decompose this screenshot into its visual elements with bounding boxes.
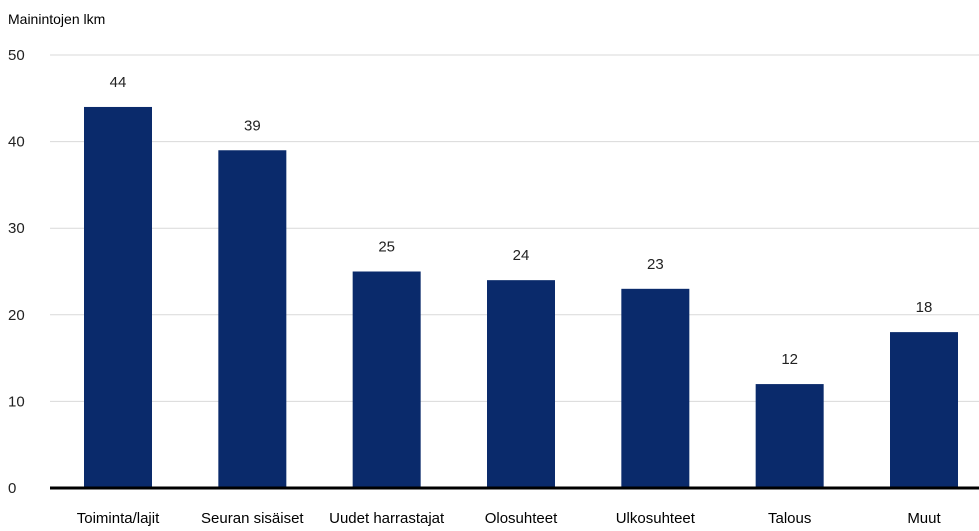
data-label: 39	[244, 117, 261, 134]
category-label: Seuran sisäiset	[201, 510, 304, 527]
y-tick-label: 30	[8, 220, 25, 237]
y-tick-label: 10	[8, 393, 25, 410]
data-label: 44	[110, 74, 127, 91]
data-labels: 44 39 25 24 23 12 18	[110, 74, 933, 368]
gridlines	[50, 54, 979, 402]
y-tick-label: 20	[8, 307, 25, 324]
category-label: Uudet harrastajat	[329, 510, 445, 527]
y-axis-label: Mainintojen lkm	[8, 11, 105, 27]
y-tick-label: 50	[8, 47, 25, 64]
bar	[621, 288, 690, 488]
bar	[352, 271, 421, 488]
data-label: 18	[916, 299, 933, 316]
category-label: Olosuhteet	[485, 510, 558, 527]
bar	[755, 384, 824, 488]
bars	[84, 106, 958, 489]
category-label: Ulkosuhteet	[616, 510, 696, 527]
y-tick-labels: 0 10 20 30 40 50	[8, 47, 25, 497]
category-label: Muut	[907, 510, 941, 527]
y-tick-label: 40	[8, 134, 25, 151]
data-label: 12	[781, 351, 798, 368]
bar	[487, 280, 555, 488]
bar	[84, 106, 152, 489]
category-labels: Toiminta/lajit Seuran sisäiset Uudet harra…	[77, 510, 942, 527]
bar	[890, 332, 958, 488]
data-label: 23	[647, 256, 664, 273]
data-label: 25	[378, 239, 395, 256]
y-tick-label: 0	[8, 480, 16, 497]
category-label: Toiminta/lajit	[77, 510, 160, 527]
bar	[218, 150, 287, 488]
category-label: Talous	[768, 510, 811, 527]
data-label: 24	[513, 247, 530, 264]
